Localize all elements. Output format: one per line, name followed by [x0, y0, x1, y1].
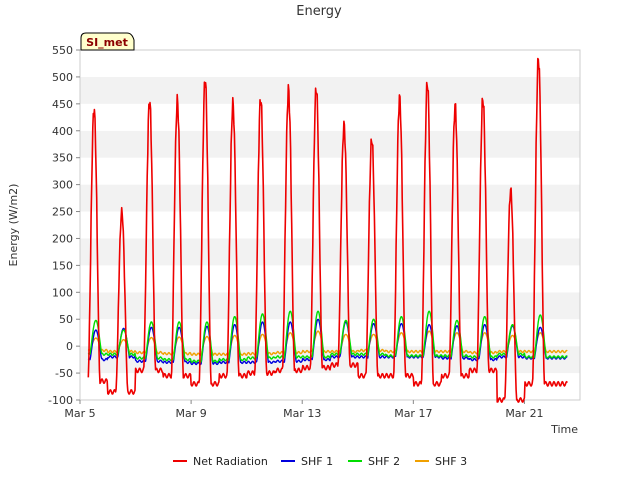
x-tick-label: Mar 13 — [283, 407, 321, 420]
y-axis-title: Energy (W/m2) — [7, 184, 20, 267]
legend: Net Radiation SHF 1 SHF 2 SHF 3 — [173, 455, 467, 468]
grid-band — [80, 238, 580, 266]
y-tick-label: 350 — [52, 152, 73, 165]
grid-band — [80, 211, 580, 239]
grid-band — [80, 130, 580, 158]
y-tick-label: 500 — [52, 71, 73, 84]
grid-band — [80, 265, 580, 293]
y-tick-label: 300 — [52, 179, 73, 192]
x-tick-label: Mar 17 — [394, 407, 432, 420]
x-axis-title: Time — [550, 423, 578, 436]
site-badge: SI_met — [80, 32, 135, 51]
y-tick-label: -100 — [48, 394, 73, 407]
grid-band — [80, 292, 580, 320]
y-tick-label: 50 — [59, 313, 73, 326]
grid-band — [80, 184, 580, 212]
x-axis: Mar 5 Mar 9 Mar 13 Mar 17 Mar 21 — [64, 400, 544, 420]
legend-label-shf-2: SHF 2 — [368, 455, 400, 468]
y-tick-label: 250 — [52, 206, 73, 219]
y-tick-label: 550 — [52, 44, 73, 57]
legend-label-net-radiation: Net Radiation — [193, 455, 268, 468]
y-tick-label: 400 — [52, 125, 73, 138]
x-tick-label: Mar 5 — [64, 407, 95, 420]
grid-band — [80, 50, 580, 77]
grid-band — [80, 157, 580, 185]
x-tick-label: Mar 21 — [505, 407, 543, 420]
legend-label-shf-1: SHF 1 — [301, 455, 333, 468]
grid-bands — [80, 50, 580, 400]
grid-band — [80, 319, 580, 347]
y-tick-label: 100 — [52, 286, 73, 299]
grid-band — [80, 76, 580, 104]
y-tick-label: 150 — [52, 259, 73, 272]
y-tick-label: 450 — [52, 98, 73, 111]
y-tick-label: 200 — [52, 232, 73, 245]
x-tick-label: Mar 9 — [175, 407, 206, 420]
site-badge-box — [80, 32, 135, 51]
grid-band — [80, 103, 580, 131]
plot-border — [79, 49, 581, 401]
y-tick-label: -50 — [55, 367, 73, 380]
series-line-net-radiation — [87, 57, 568, 404]
series-lines — [87, 57, 568, 404]
site-badge-label: SI_met — [86, 36, 128, 49]
y-axis: -100 -50 0 50 100 150 200 250 300 350 400 450 500 550 — [48, 44, 80, 407]
y-tick-label: 0 — [66, 340, 73, 353]
legend-label-shf-3: SHF 3 — [435, 455, 467, 468]
chart-title: Energy — [296, 4, 342, 19]
